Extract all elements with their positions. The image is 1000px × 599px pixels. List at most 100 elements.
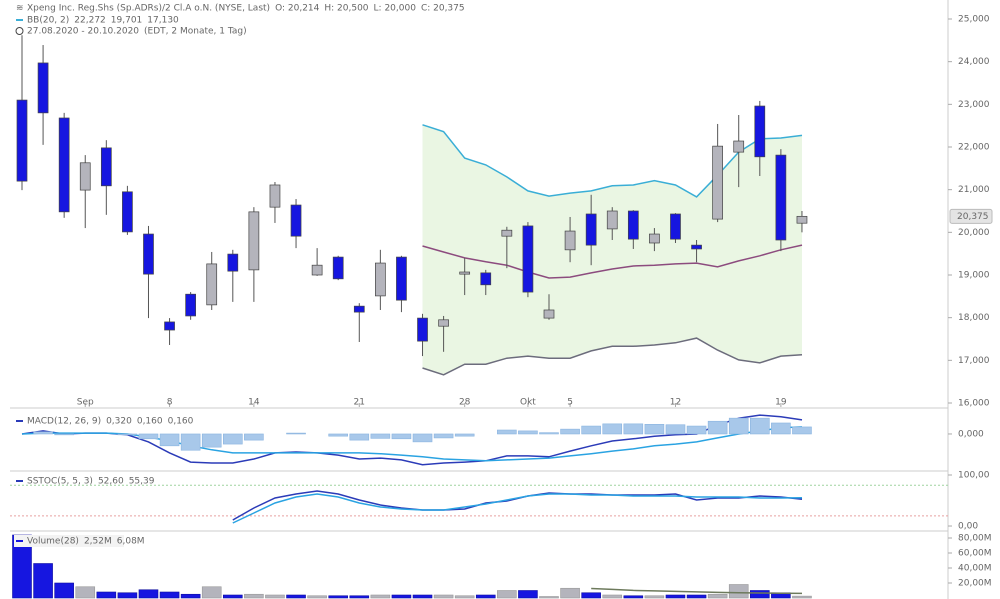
bar xyxy=(117,433,138,436)
candle-body xyxy=(332,256,344,280)
legend-text: SSTOC(5, 5, 3) xyxy=(27,477,93,487)
candle-body xyxy=(649,233,660,244)
indicator-line xyxy=(21,414,803,466)
legend-text: 2,52M xyxy=(84,537,112,547)
bar xyxy=(223,433,243,445)
bar xyxy=(623,423,644,435)
y-tick-label: 40,00M xyxy=(958,564,992,574)
x-tick-label: 21 xyxy=(354,398,365,408)
bar xyxy=(518,590,538,599)
bar xyxy=(33,563,53,599)
indicator-line xyxy=(591,587,803,595)
x-tick-label: Okt xyxy=(520,398,536,408)
y-tick-label: 20,000 xyxy=(958,228,990,238)
x-tick-label: 12 xyxy=(670,398,681,408)
bar xyxy=(644,424,665,435)
bar xyxy=(792,595,812,599)
legend-text: Xpeng Inc. Reg.Shs (Sp.ADRs)/2 Cl.A o.N.… xyxy=(27,4,270,14)
bar xyxy=(159,433,180,447)
bar xyxy=(602,594,623,599)
y-tick-label: 16,000 xyxy=(958,399,990,409)
x-tick-label: 28 xyxy=(459,398,471,408)
last-price-label: 20,375 xyxy=(957,212,989,222)
y-tick-label: 17,000 xyxy=(958,356,990,366)
candle-body xyxy=(227,253,239,272)
candle-body xyxy=(248,211,260,271)
candle-body xyxy=(353,305,365,313)
candle-body xyxy=(522,225,534,293)
bar xyxy=(539,432,559,435)
bar xyxy=(497,590,517,599)
bar xyxy=(349,433,370,441)
y-tick-label: 24,000 xyxy=(958,57,990,67)
y-tick-label: 19,000 xyxy=(958,271,990,281)
x-tick-label: 8 xyxy=(167,398,173,408)
legend-text: BB(20, 2) xyxy=(27,16,69,26)
y-tick-label: 25,000 xyxy=(958,15,990,25)
candle-body xyxy=(712,145,723,220)
legend-text: 0,160 xyxy=(137,417,163,427)
bar xyxy=(623,595,644,599)
candle-body xyxy=(375,262,386,297)
x-tick-label: 5 xyxy=(567,398,573,408)
bar xyxy=(581,592,601,599)
legend-text: C: 20,375 xyxy=(421,4,465,14)
legend-text: 0,320 xyxy=(106,417,132,427)
candle-body xyxy=(37,62,49,114)
bar xyxy=(728,417,749,435)
bar xyxy=(286,594,306,599)
candle-body xyxy=(79,162,91,191)
bar xyxy=(749,417,770,435)
candle-body xyxy=(290,204,302,237)
legend-box xyxy=(14,535,124,547)
bar xyxy=(328,433,349,437)
bar xyxy=(433,594,454,599)
candle-body xyxy=(670,213,681,240)
x-tick-label: 14 xyxy=(248,398,260,408)
bar xyxy=(180,433,201,451)
bar xyxy=(54,433,74,436)
bar xyxy=(728,584,749,599)
candle-body xyxy=(691,244,702,250)
indicator-line xyxy=(232,493,803,524)
band-line xyxy=(422,244,803,279)
y-tick-label: 18,000 xyxy=(958,313,990,323)
bar xyxy=(560,428,580,435)
y-tick-label: 60,00M xyxy=(958,549,992,559)
y-tick-label: 22,000 xyxy=(958,143,990,153)
candle-body xyxy=(396,256,407,301)
legend-text: L: 20,000 xyxy=(374,4,417,14)
bar xyxy=(792,426,812,435)
clock-icon xyxy=(15,27,24,35)
legend-text: 55,39 xyxy=(129,477,155,487)
legend-text: H: 20,500 xyxy=(324,4,368,14)
legend-text: (EDT, 2 Monate, 1 Tag) xyxy=(144,27,247,37)
bar xyxy=(244,433,264,441)
legend-text: 27.08.2020 - 20.10.2020 xyxy=(27,27,139,37)
y-tick-label: 0,000 xyxy=(958,429,984,439)
bar xyxy=(707,420,728,435)
bar xyxy=(370,433,391,439)
candle-body xyxy=(16,99,28,182)
bar xyxy=(539,596,559,599)
legend-text: 22,272 xyxy=(74,16,106,26)
bar xyxy=(75,586,96,599)
candle-body xyxy=(100,147,112,187)
bar xyxy=(349,595,370,599)
legend-text: Volume(28) xyxy=(27,537,79,547)
bar xyxy=(749,590,770,599)
candle-body xyxy=(143,233,154,275)
y-tick-label: 0,00 xyxy=(958,522,978,532)
candle-body xyxy=(438,319,449,327)
candle-body xyxy=(58,117,70,213)
candle-body xyxy=(459,271,471,275)
bar xyxy=(560,587,580,599)
bar xyxy=(244,593,264,599)
x-tick-label: 19 xyxy=(775,398,787,408)
icon: ≋ xyxy=(16,4,24,14)
bar xyxy=(33,431,53,435)
candle-body xyxy=(480,272,492,286)
candle-body xyxy=(543,309,555,319)
candle-body xyxy=(564,230,576,251)
